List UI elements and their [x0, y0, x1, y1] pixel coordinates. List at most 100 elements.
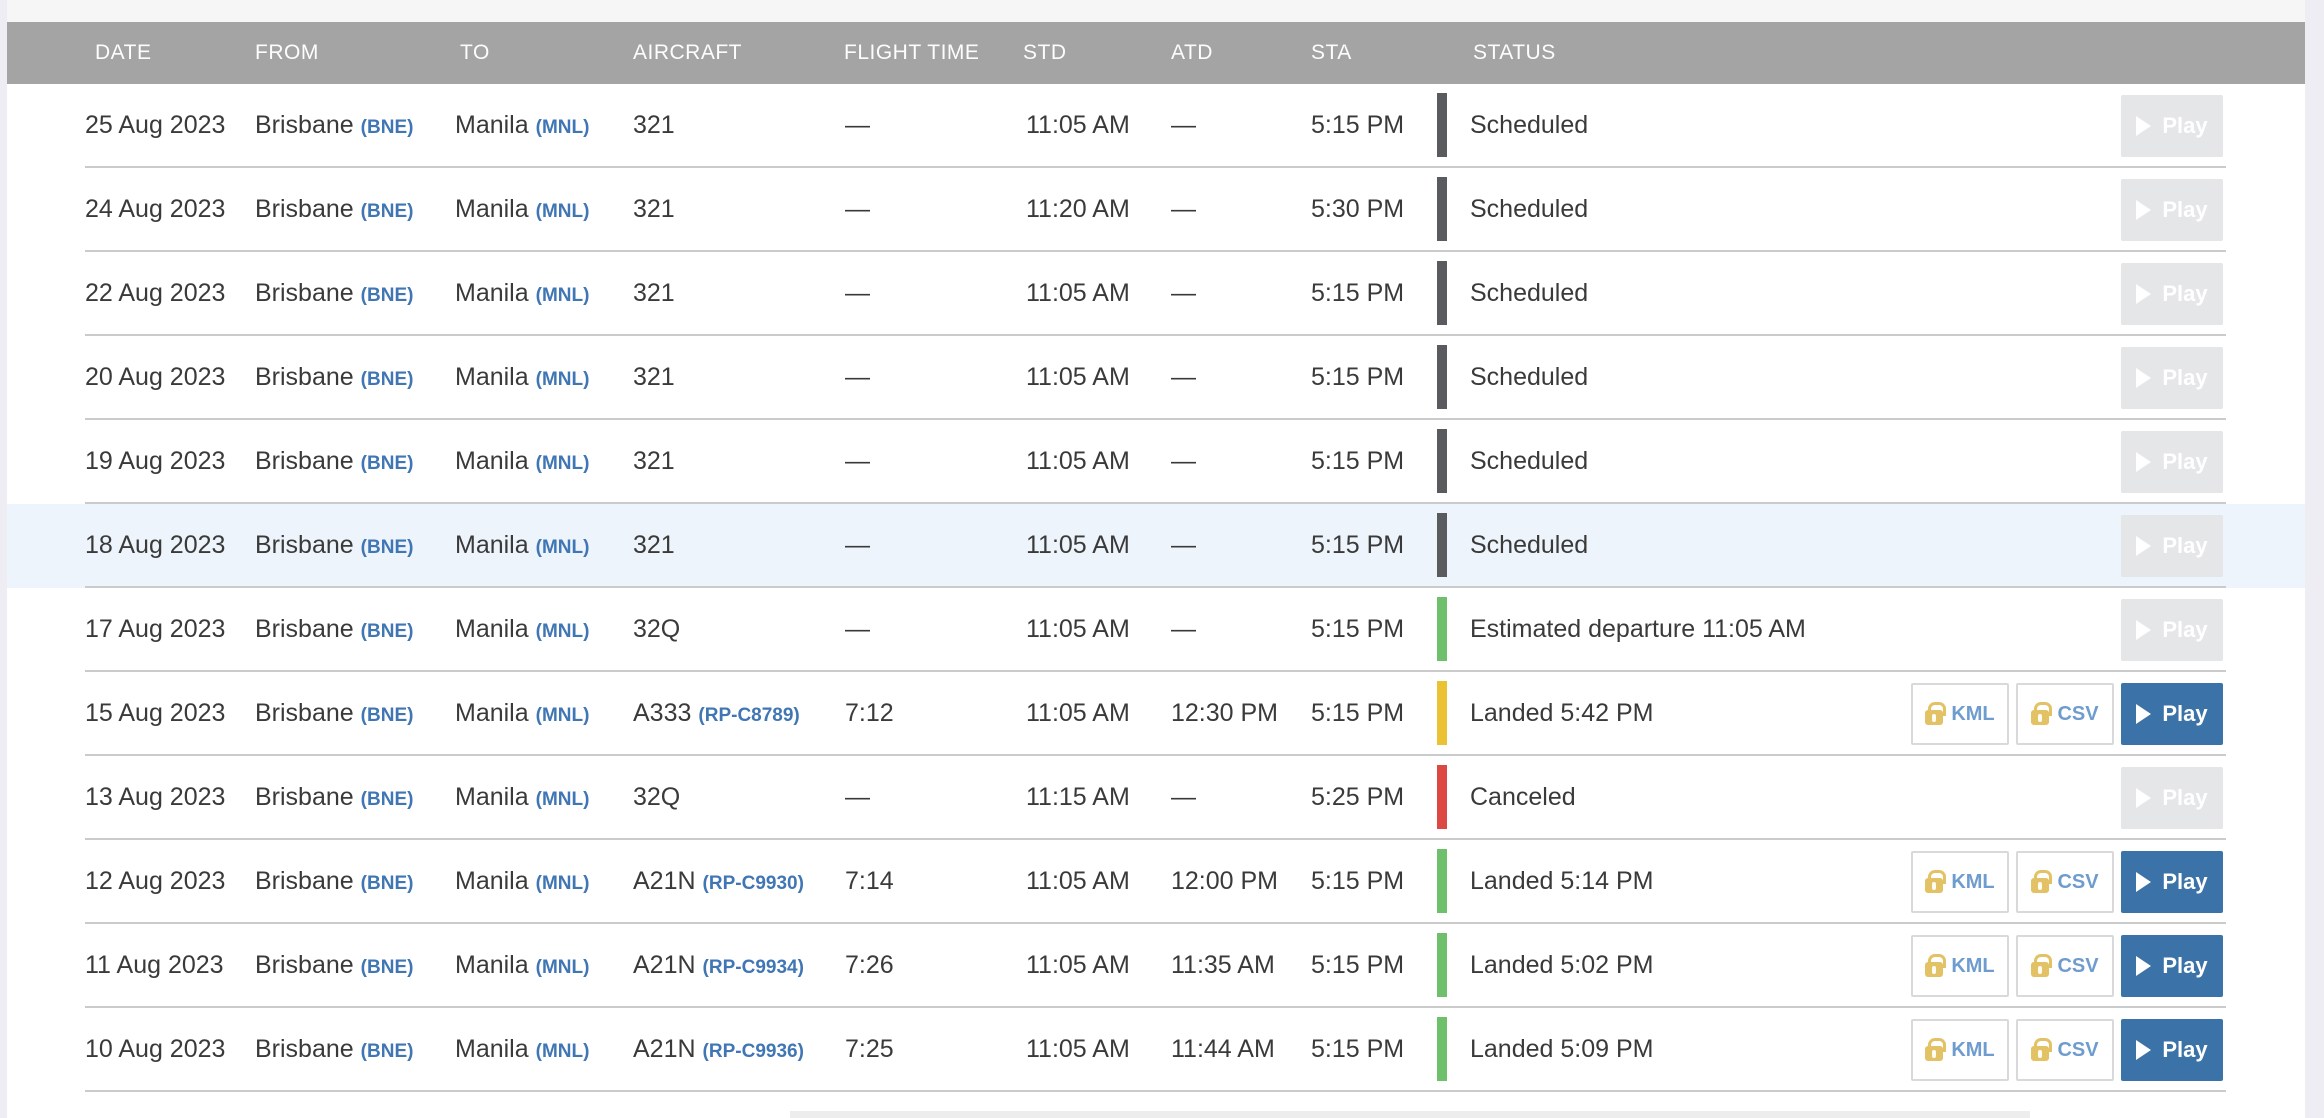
to-airport-code-link[interactable]: (MNL)	[535, 621, 590, 642]
status-indicator-bar	[1437, 681, 1447, 745]
to-airport-code-link[interactable]: (MNL)	[535, 453, 590, 474]
aircraft-type: 321	[633, 531, 675, 559]
play-button[interactable]: Play	[2121, 1019, 2223, 1081]
play-button[interactable]: Play	[2121, 683, 2223, 745]
lock-icon	[1925, 1038, 1947, 1061]
flight-row[interactable]: 17 Aug 2023 Brisbane (BNE) Manila (MNL) 32Q — 1…	[7, 588, 2305, 672]
row-actions: KML CSV Play	[1911, 683, 2223, 745]
std-cell: 11:05 AM	[1026, 1035, 1130, 1063]
play-button-label: Play	[2162, 1037, 2208, 1062]
play-button-label: Play	[2162, 113, 2208, 138]
kml-download-button[interactable]: KML	[1911, 683, 2009, 745]
to-airport-code-link[interactable]: (MNL)	[535, 873, 590, 894]
to-airport-code-link[interactable]: (MNL)	[535, 285, 590, 306]
csv-download-button[interactable]: CSV	[2016, 935, 2114, 997]
play-button-label: Play	[2162, 197, 2208, 222]
play-button-label: Play	[2162, 449, 2208, 474]
kml-download-button[interactable]: KML	[1911, 851, 2009, 913]
row-actions: Play	[2121, 599, 2223, 661]
from-airport-code-link[interactable]: (BNE)	[360, 873, 414, 894]
sta-cell: 5:15 PM	[1311, 951, 1405, 979]
play-triangle-icon	[2136, 284, 2152, 304]
to-city: Manila	[455, 1035, 529, 1063]
flight-row[interactable]: 12 Aug 2023 Brisbane (BNE) Manila (MNL) A21N (…	[7, 840, 2305, 924]
flight-row[interactable]: 22 Aug 2023 Brisbane (BNE) Manila (MNL) 321 — 1…	[7, 252, 2305, 336]
aircraft-cell: 321	[633, 252, 675, 334]
from-airport-code-link[interactable]: (BNE)	[360, 201, 414, 222]
to-airport-code-link[interactable]: (MNL)	[535, 117, 590, 138]
from-airport-code-link[interactable]: (BNE)	[360, 369, 414, 390]
play-button: Play	[2121, 95, 2223, 157]
to-city: Manila	[455, 195, 529, 223]
from-airport-code-link[interactable]: (BNE)	[360, 453, 414, 474]
row-divider	[85, 1006, 2226, 1008]
csv-button-label: CSV	[2057, 1038, 2099, 1061]
from-city: Brisbane	[255, 951, 354, 979]
from-airport-code-link[interactable]: (BNE)	[360, 957, 414, 978]
csv-download-button[interactable]: CSV	[2016, 851, 2114, 913]
bottom-partial-element	[790, 1111, 2030, 1118]
play-button-label: Play	[2162, 281, 2208, 306]
flight-row[interactable]: 10 Aug 2023 Brisbane (BNE) Manila (MNL) A21N (…	[7, 1008, 2305, 1092]
to-city: Manila	[455, 867, 529, 895]
flight-row[interactable]: 24 Aug 2023 Brisbane (BNE) Manila (MNL) 321 — 1…	[7, 168, 2305, 252]
to-city: Manila	[455, 783, 529, 811]
atd-cell: —	[1171, 615, 1196, 643]
date-cell: 13 Aug 2023	[85, 783, 226, 811]
from-airport-code-link[interactable]: (BNE)	[360, 621, 414, 642]
from-airport-code-link[interactable]: (BNE)	[360, 789, 414, 810]
from-airport-code-link[interactable]: (BNE)	[360, 705, 414, 726]
to-airport-code-link[interactable]: (MNL)	[535, 537, 590, 558]
atd-cell: —	[1171, 363, 1196, 391]
lock-icon	[2031, 1038, 2053, 1061]
kml-download-button[interactable]: KML	[1911, 1019, 2009, 1081]
std-cell: 11:20 AM	[1026, 195, 1130, 223]
flight-row[interactable]: 20 Aug 2023 Brisbane (BNE) Manila (MNL) 321 — 1…	[7, 336, 2305, 420]
from-city: Brisbane	[255, 867, 354, 895]
csv-download-button[interactable]: CSV	[2016, 683, 2114, 745]
sta-cell: 5:15 PM	[1311, 447, 1405, 475]
flight-time-cell: —	[845, 279, 870, 307]
date-cell: 22 Aug 2023	[85, 279, 226, 307]
to-airport-code-link[interactable]: (MNL)	[535, 369, 590, 390]
to-airport-code-link[interactable]: (MNL)	[535, 201, 590, 222]
flight-row[interactable]: 13 Aug 2023 Brisbane (BNE) Manila (MNL) 32Q — 1…	[7, 756, 2305, 840]
registration-link[interactable]: (RP-C9934)	[702, 957, 804, 978]
play-button[interactable]: Play	[2121, 935, 2223, 997]
atd-cell: 11:35 AM	[1171, 951, 1275, 979]
flight-row[interactable]: 25 Aug 2023 Brisbane (BNE) Manila (MNL) 321 — 1…	[7, 84, 2305, 168]
registration-link[interactable]: (RP-C9936)	[702, 1041, 804, 1062]
flight-row[interactable]: 18 Aug 2023 Brisbane (BNE) Manila (MNL) 321 — 1…	[7, 504, 2305, 588]
from-airport-code-link[interactable]: (BNE)	[360, 117, 414, 138]
row-divider	[85, 754, 2226, 756]
to-airport-code-link[interactable]: (MNL)	[535, 1041, 590, 1062]
from-city: Brisbane	[255, 1035, 354, 1063]
flight-row[interactable]: 15 Aug 2023 Brisbane (BNE) Manila (MNL) A333 (…	[7, 672, 2305, 756]
to-cell: Manila (MNL)	[455, 336, 589, 418]
to-city: Manila	[455, 699, 529, 727]
to-cell: Manila (MNL)	[455, 504, 589, 586]
registration-link[interactable]: (RP-C8789)	[698, 705, 800, 726]
aircraft-cell: 321	[633, 336, 675, 418]
to-cell: Manila (MNL)	[455, 924, 589, 1006]
kml-download-button[interactable]: KML	[1911, 935, 2009, 997]
aircraft-type: A21N	[633, 951, 696, 979]
from-airport-code-link[interactable]: (BNE)	[360, 1041, 414, 1062]
sta-cell: 5:15 PM	[1311, 699, 1405, 727]
flight-row[interactable]: 19 Aug 2023 Brisbane (BNE) Manila (MNL) 321 — 1…	[7, 420, 2305, 504]
from-airport-code-link[interactable]: (BNE)	[360, 537, 414, 558]
csv-download-button[interactable]: CSV	[2016, 1019, 2114, 1081]
status-indicator-bar	[1437, 513, 1447, 577]
aircraft-type: A333	[633, 699, 692, 727]
from-airport-code-link[interactable]: (BNE)	[360, 285, 414, 306]
sta-cell: 5:25 PM	[1311, 783, 1405, 811]
from-cell: Brisbane (BNE)	[255, 504, 413, 586]
to-airport-code-link[interactable]: (MNL)	[535, 957, 590, 978]
registration-link[interactable]: (RP-C9930)	[702, 873, 804, 894]
to-airport-code-link[interactable]: (MNL)	[535, 705, 590, 726]
flight-row[interactable]: 11 Aug 2023 Brisbane (BNE) Manila (MNL) A21N (…	[7, 924, 2305, 1008]
to-airport-code-link[interactable]: (MNL)	[535, 789, 590, 810]
play-button[interactable]: Play	[2121, 851, 2223, 913]
aircraft-type: A21N	[633, 1035, 696, 1063]
from-cell: Brisbane (BNE)	[255, 168, 413, 250]
